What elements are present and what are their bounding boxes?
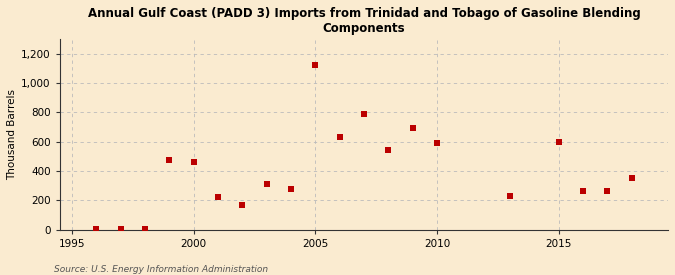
Point (358, 112, 369, 116)
Point (213, 194, 223, 199)
Point (261, 181, 272, 186)
Point (334, 135, 345, 139)
Y-axis label: Thousand Barrels: Thousand Barrels (7, 89, 17, 180)
Point (164, 158, 175, 162)
Point (578, 189, 589, 193)
Point (140, 227, 151, 231)
Point (310, 63, 321, 68)
Text: Source: U.S. Energy Information Administration: Source: U.S. Energy Information Administ… (54, 265, 268, 274)
Point (115, 227, 126, 231)
Point (286, 186, 296, 191)
Point (554, 140, 564, 145)
Point (407, 125, 418, 130)
Point (602, 189, 613, 193)
Point (431, 141, 442, 145)
Point (91, 227, 102, 231)
Point (504, 194, 515, 198)
Title: Annual Gulf Coast (PADD 3) Imports from Trinidad and Tobago of Gasoline Blending: Annual Gulf Coast (PADD 3) Imports from … (88, 7, 641, 35)
Point (626, 176, 637, 181)
Point (188, 160, 199, 164)
Point (383, 148, 394, 152)
Point (237, 203, 248, 207)
